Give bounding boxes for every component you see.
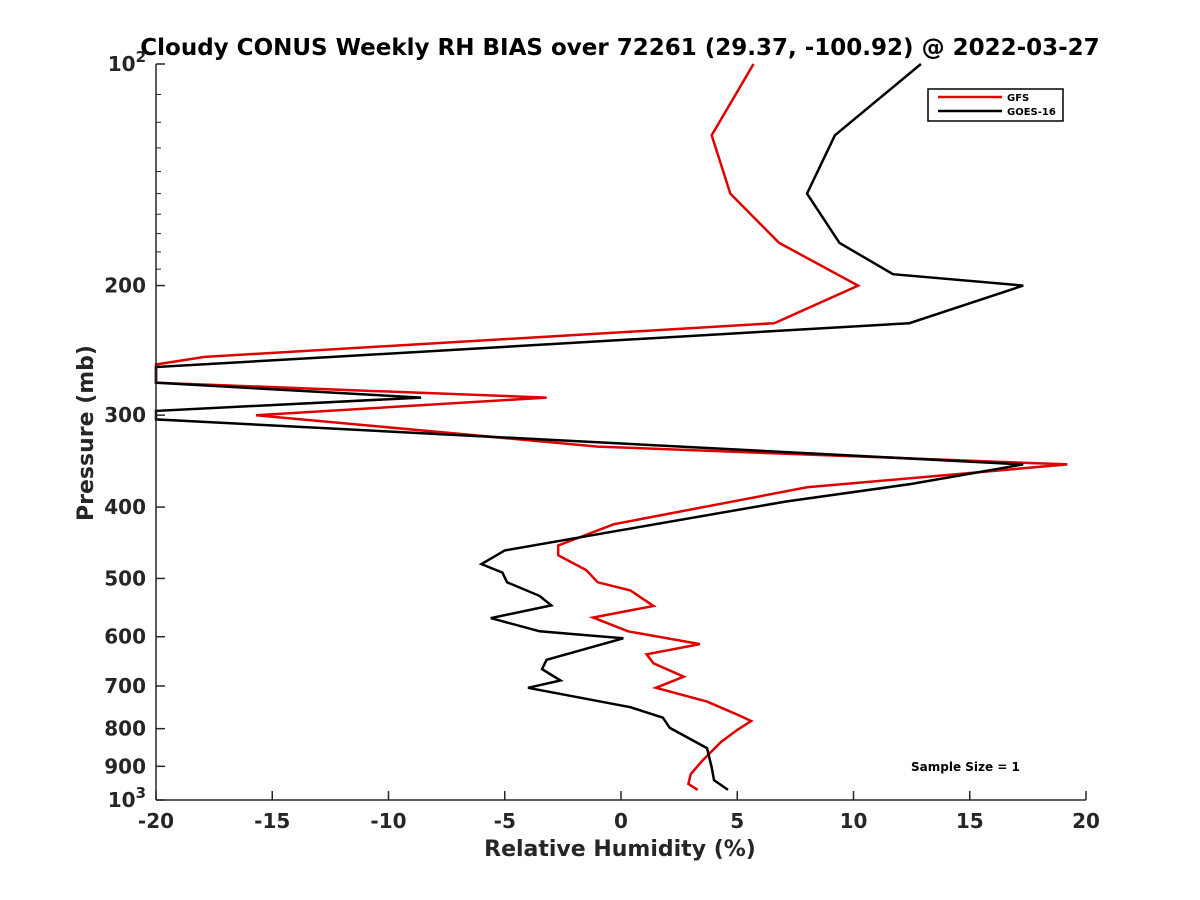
series-line-goes16 bbox=[154, 63, 1024, 791]
sample-size-annotation: Sample Size = 1 bbox=[911, 760, 1020, 774]
y-tick-label: 400 bbox=[104, 495, 146, 519]
chart-title: Cloudy CONUS Weekly RH BIAS over 72261 (… bbox=[140, 35, 1099, 61]
y-tick-label: 200 bbox=[104, 274, 146, 298]
x-tick-label: 0 bbox=[614, 809, 628, 833]
x-tick-label: 5 bbox=[730, 809, 744, 833]
legend: GFS GOES-16 bbox=[927, 88, 1064, 122]
y-tick-label: 900 bbox=[104, 754, 146, 778]
legend-label-goes16: GOES-16 bbox=[1007, 107, 1056, 118]
x-tick-label: 10 bbox=[840, 809, 868, 833]
axes: -20 -15 -10 -5 0 5 10 15 20 102 200 300 400 500 600 700… bbox=[104, 48, 1100, 833]
x-tick-label: -10 bbox=[370, 809, 406, 833]
y-tick-label: 600 bbox=[104, 625, 146, 649]
y-tick-label: 300 bbox=[104, 403, 146, 427]
x-tick-label: 15 bbox=[956, 809, 984, 833]
x-tick-label: 20 bbox=[1072, 809, 1100, 833]
y-tick-label: 102 bbox=[108, 48, 146, 76]
x-tick-label: -5 bbox=[494, 809, 516, 833]
y-tick-label: 103 bbox=[108, 784, 146, 812]
x-tick-label: -20 bbox=[138, 809, 174, 833]
series-layer bbox=[154, 63, 1068, 791]
x-tick-label: -15 bbox=[254, 809, 290, 833]
y-tick-label: 700 bbox=[104, 674, 146, 698]
legend-box bbox=[927, 88, 1064, 122]
x-axis-label: Relative Humidity (%) bbox=[484, 837, 756, 862]
legend-label-gfs: GFS bbox=[1007, 93, 1029, 104]
y-axis-label: Pressure (mb) bbox=[74, 345, 99, 521]
y-tick-label: 500 bbox=[104, 566, 146, 590]
series-line-gfs bbox=[154, 63, 1068, 791]
y-tick-label: 800 bbox=[104, 717, 146, 741]
